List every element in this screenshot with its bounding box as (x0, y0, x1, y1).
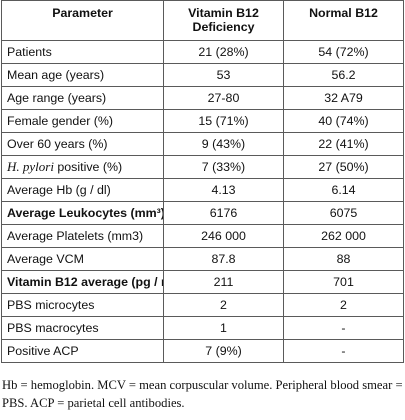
row-b12-deficiency-value: 27-80 (163, 86, 284, 110)
row-b12-deficiency-value: 53 (163, 63, 284, 87)
row-b12-deficiency-value: 7 (33%) (163, 155, 284, 179)
row-normal-b12-value: - (283, 339, 404, 363)
row-parameter: Vitamin B12 average (pg / ml) (1, 270, 164, 294)
header-normal-b12: Normal B12 (283, 0, 404, 41)
row-normal-b12-value: 27 (50%) (283, 155, 404, 179)
table-row: PBS microcytes 2 2 (1, 293, 404, 317)
row-b12-deficiency-value: 1 (163, 316, 284, 340)
table-row: Average Hb (g / dl) 4.13 6.14 (1, 178, 404, 202)
row-parameter: Average Platelets (mm3) (1, 224, 164, 248)
row-b12-deficiency-value: 87.8 (163, 247, 284, 271)
table-row: H. pylori positive (%) 7 (33%) 27 (50%) (1, 155, 404, 179)
row-b12-deficiency-value: 15 (71%) (163, 109, 284, 133)
row-normal-b12-value: 6.14 (283, 178, 404, 202)
row-normal-b12-value: 32 A79 (283, 86, 404, 110)
row-parameter: Positive ACP (1, 339, 164, 363)
results-table: Parameter Vitamin B12 Deficiency Normal … (1, 0, 404, 363)
row-parameter: PBS macrocytes (1, 316, 164, 340)
table-row: Positive ACP 7 (9%) - (1, 339, 404, 363)
row-parameter: Average Hb (g / dl) (1, 178, 164, 202)
row-normal-b12-value: 701 (283, 270, 404, 294)
row-normal-b12-value: 54 (72%) (283, 40, 404, 64)
table-row: Patients 21 (28%) 54 (72%) (1, 40, 404, 64)
row-b12-deficiency-value: 6176 (163, 201, 284, 225)
row-parameter: Age range (years) (1, 86, 164, 110)
row-parameter: PBS microcytes (1, 293, 164, 317)
row-parameter: Mean age (years) (1, 63, 164, 87)
table-header-row: Parameter Vitamin B12 Deficiency Normal … (1, 0, 404, 41)
header-b12-deficiency: Vitamin B12 Deficiency (163, 0, 284, 41)
row-b12-deficiency-value: 9 (43%) (163, 132, 284, 156)
row-b12-deficiency-value: 246 000 (163, 224, 284, 248)
row-normal-b12-value: 88 (283, 247, 404, 271)
table-row: Over 60 years (%) 9 (43%) 22 (41%) (1, 132, 404, 156)
row-b12-deficiency-value: 211 (163, 270, 284, 294)
row-parameter: H. pylori positive (%) (1, 155, 164, 179)
table-row: Average Platelets (mm3) 246 000 262 000 (1, 224, 404, 248)
table-row: Average Leukocytes (mm³) 6176 6075 (1, 201, 404, 225)
row-parameter: Average Leukocytes (mm³) (1, 201, 164, 225)
table-row: Female gender (%) 15 (71%) 40 (74%) (1, 109, 404, 133)
row-parameter: Patients (1, 40, 164, 64)
row-parameter: Over 60 years (%) (1, 132, 164, 156)
row-normal-b12-value: 40 (74%) (283, 109, 404, 133)
table-footnote: Hb = hemoglobin. MCV = mean corpuscular … (2, 378, 403, 410)
table-row: Mean age (years) 53 56.2 (1, 63, 404, 87)
row-normal-b12-value: 262 000 (283, 224, 404, 248)
row-normal-b12-value: 6075 (283, 201, 404, 225)
row-parameter-italic: H. pylori (7, 159, 54, 174)
row-normal-b12-value: 22 (41%) (283, 132, 404, 156)
header-parameter: Parameter (1, 0, 164, 41)
row-parameter: Average VCM (1, 247, 164, 271)
row-b12-deficiency-value: 4.13 (163, 178, 284, 202)
row-normal-b12-value: 2 (283, 293, 404, 317)
table-row: Age range (years) 27-80 32 A79 (1, 86, 404, 110)
row-parameter-rest: positive (%) (53, 160, 123, 174)
table-row: PBS macrocytes 1 - (1, 316, 404, 340)
table-row: Average VCM 87.8 88 (1, 247, 404, 271)
row-b12-deficiency-value: 7 (9%) (163, 339, 284, 363)
row-b12-deficiency-value: 2 (163, 293, 284, 317)
row-normal-b12-value: - (283, 316, 404, 340)
row-parameter: Female gender (%) (1, 109, 164, 133)
row-normal-b12-value: 56.2 (283, 63, 404, 87)
row-b12-deficiency-value: 21 (28%) (163, 40, 284, 64)
table-row: Vitamin B12 average (pg / ml) 211 701 (1, 270, 404, 294)
